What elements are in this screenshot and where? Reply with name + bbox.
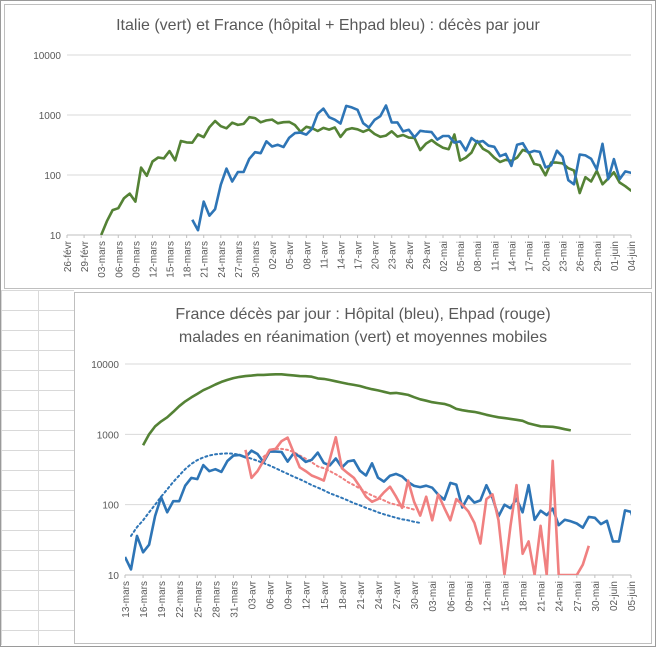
chart2-xtick-label: 22-mars [175, 581, 186, 618]
chart2-series-0 [141, 373, 572, 446]
chart1-ytick-label: 10 [50, 231, 62, 242]
chart2-xtick-label: 21-avr [356, 580, 367, 609]
chart2-xtick-label: 13-mars [121, 581, 132, 618]
chart1-xtick-label: 11-avr [319, 240, 330, 268]
chart1-xtick-label: 30-mars [251, 241, 262, 278]
chart1-xtick-label: 26-avr [405, 240, 416, 269]
chart2-xtick-label: 16-mars [139, 581, 150, 618]
chart-france-hopital-ehpad[interactable]: France décès par jour : Hôpital (bleu), … [74, 292, 652, 644]
chart1-xtick-label: 05-mai [456, 241, 467, 272]
chart1-xtick-label: 08-mai [473, 241, 484, 272]
chart2-xtick-label: 31-mars [229, 581, 240, 618]
chart2-xtick-label: 24-avr [374, 580, 385, 609]
chart1-xtick-label: 06-mars [114, 241, 125, 278]
chart2-series-1 [125, 449, 631, 571]
chart2-xtick-label: 03-avr [248, 580, 259, 609]
chart2-xtick-label: 09-avr [284, 580, 295, 609]
chart1-xtick-label: 23-mai [559, 241, 570, 272]
chart2-xtick-label: 09-mai [464, 581, 475, 612]
chart1-xtick-label: 20-mai [542, 241, 553, 272]
chart1-ytick-label: 1000 [39, 111, 62, 122]
chart1-plot: 10 100 1000 10000 26-févr 29-févr 03-mars 06-ma… [33, 51, 638, 278]
chart1-xtick-label: 09-mars [131, 241, 142, 278]
chart2-xtick-label: 18-avr [338, 580, 349, 609]
chart2-xtick-label: 05-juin [627, 581, 638, 611]
spreadsheet-cell-grid [1, 290, 74, 645]
chart2-series-2 [244, 435, 591, 575]
chart1-xtick-label: 14-avr [336, 240, 347, 269]
chart1-xtick-label: 18-mars [183, 241, 194, 278]
chart2-xtick-label: 06-avr [266, 580, 277, 609]
chart2-xtick-label: 15-avr [320, 580, 331, 609]
chart2-title: France décès par jour : Hôpital (bleu), … [175, 306, 551, 323]
chart2-xtick-label: 15-mai [501, 581, 512, 612]
chart1-xtick-label: 14-mai [507, 241, 518, 272]
chart2-ytick-label: 10 [108, 571, 120, 582]
chart2-ytick-label: 10000 [91, 360, 119, 371]
chart1-xtick-label: 05-avr [285, 240, 296, 269]
chart2-ytick-label: 1000 [97, 430, 120, 441]
chart2-xtick-label: 21-mai [537, 581, 548, 612]
chart2-xtick-label: 18-mai [519, 581, 530, 612]
chart1-xtick-label: 24-mars [217, 241, 228, 278]
chart2-xtick-label: 30-avr [410, 580, 421, 609]
chart1-xtick-label: 29-févr [80, 240, 91, 272]
chart1-xtick-label: 27-mars [234, 241, 245, 278]
chart2-xtick-label: 12-avr [302, 580, 313, 609]
chart1-xtick-label: 26-mai [576, 241, 587, 272]
chart1-ytick-label: 100 [44, 171, 61, 182]
chart1-xtick-label: 17-avr [354, 240, 365, 269]
chart2-xtick-label: 03-mai [428, 581, 439, 612]
chart2-xtick-label: 12-mai [482, 581, 493, 612]
chart-italie-france[interactable]: Italie (vert) et France (hôpital + Ehpad… [4, 4, 652, 289]
chart2-xtick-label: 06-mai [446, 581, 457, 612]
chart1-xtick-label: 12-mars [148, 241, 159, 278]
chart2-ytick-label: 100 [102, 501, 119, 512]
chart1-xtick-label: 29-mai [593, 241, 604, 272]
chart1-xtick-label: 29-avr [422, 240, 433, 269]
chart1-xtick-label: 08-avr [302, 240, 313, 269]
chart2-xtick-label: 02-juin [609, 581, 620, 611]
chart1-xtick-label: 04-juin [627, 241, 638, 271]
chart1-xtick-label: 11-mai [490, 241, 501, 271]
chart1-xtick-label: 21-mars [200, 241, 211, 278]
chart1-ytick-label: 10000 [33, 51, 61, 62]
chart2-xtick-label: 24-mai [555, 581, 566, 612]
chart1-series-1 [191, 104, 631, 232]
chart1-title: Italie (vert) et France (hôpital + Ehpad… [116, 17, 540, 34]
chart2-xtick-label: 27-mai [573, 581, 584, 612]
chart1-xtick-label: 15-mars [166, 241, 177, 278]
chart1-xtick-label: 26-févr [63, 240, 74, 272]
chart2-moving-average-1 [262, 447, 416, 511]
chart2-xtick-label: 27-avr [392, 580, 403, 609]
chart1-xtick-label: 01-juin [610, 241, 621, 271]
chart1-xtick-label: 02-mai [439, 241, 450, 272]
chart2-moving-average-0 [130, 452, 422, 537]
chart2-xtick-label: 28-mars [211, 581, 222, 618]
chart1-series-0 [99, 115, 631, 235]
chart2-xtick-label: 19-mars [157, 581, 168, 618]
chart1-xtick-label: 02-avr [268, 240, 279, 269]
chart1-xtick-label: 23-avr [388, 240, 399, 269]
chart2-subtitle: malades en réanimation (vert) et moyenne… [178, 329, 548, 346]
chart1-xtick-label: 17-mai [524, 241, 535, 272]
chart2-xtick-label: 25-mars [193, 581, 204, 618]
chart1-xtick-label: 03-mars [97, 241, 108, 278]
chart2-plot: 10 100 1000 10000 13-mars 16-mars 19-mars 22-ma… [91, 360, 638, 618]
chart2-xtick-label: 30-mai [591, 581, 602, 612]
chart1-xtick-label: 20-avr [371, 240, 382, 269]
